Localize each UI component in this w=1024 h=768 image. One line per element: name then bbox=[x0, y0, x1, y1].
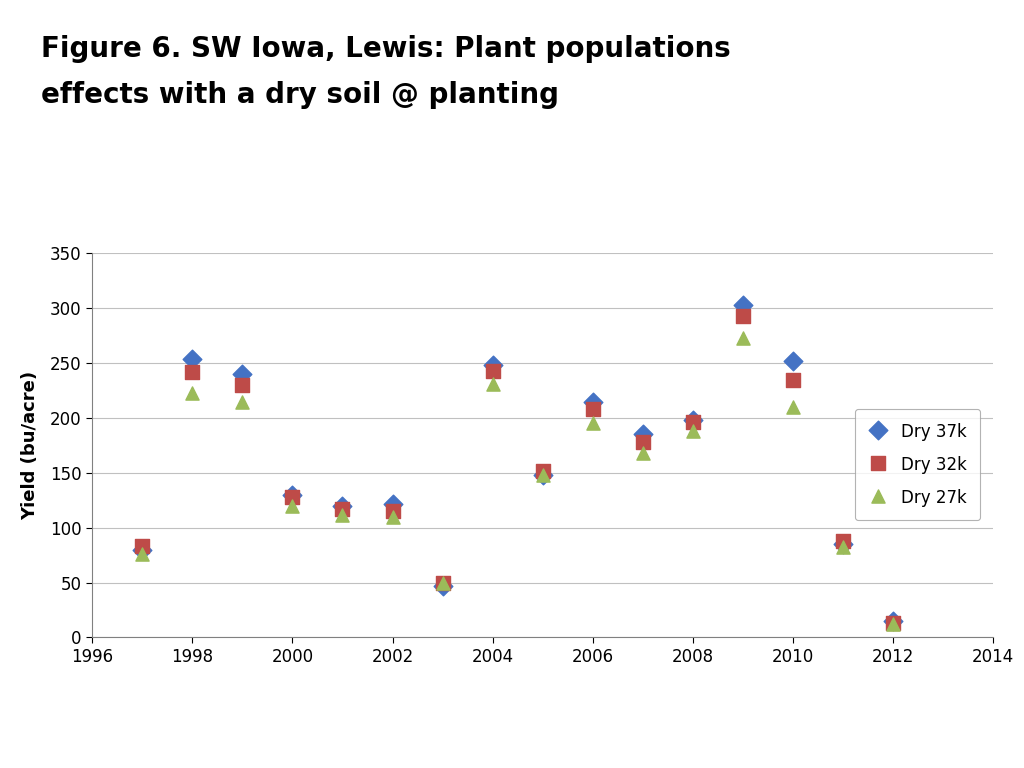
Dry 27k bbox=[285, 500, 301, 512]
Dry 27k bbox=[784, 401, 801, 413]
Dry 27k bbox=[835, 541, 851, 554]
Dry 32k bbox=[234, 379, 251, 391]
Dry 37k bbox=[384, 498, 400, 510]
Dry 32k bbox=[434, 577, 451, 589]
Dry 32k bbox=[184, 366, 201, 378]
Dry 37k bbox=[285, 488, 301, 501]
Dry 37k bbox=[685, 414, 701, 426]
Dry 37k bbox=[835, 538, 851, 551]
Dry 32k bbox=[685, 416, 701, 429]
Dry 27k bbox=[885, 618, 901, 631]
Dry 37k bbox=[585, 396, 601, 408]
Dry 37k bbox=[484, 359, 501, 372]
Dry 37k bbox=[134, 544, 151, 556]
Dry 32k bbox=[835, 535, 851, 547]
Dry 27k bbox=[735, 332, 752, 344]
Text: Extension and Outreach: Extension and Outreach bbox=[41, 730, 280, 748]
Dry 27k bbox=[184, 386, 201, 399]
Dry 37k bbox=[334, 500, 350, 512]
Dry 37k bbox=[784, 355, 801, 367]
Dry 37k bbox=[184, 353, 201, 365]
Dry 32k bbox=[334, 503, 350, 515]
Dry 37k bbox=[735, 299, 752, 311]
Dry 37k bbox=[234, 368, 251, 380]
Dry 32k bbox=[285, 491, 301, 503]
Dry 32k bbox=[384, 505, 400, 518]
Dry 27k bbox=[134, 548, 151, 560]
Dry 32k bbox=[735, 310, 752, 322]
Dry 37k bbox=[434, 580, 451, 592]
Text: Figure 6. SW Iowa, Lewis: Plant populations: Figure 6. SW Iowa, Lewis: Plant populati… bbox=[41, 35, 731, 62]
Dry 32k bbox=[535, 465, 551, 477]
Dry 27k bbox=[685, 425, 701, 437]
Dry 32k bbox=[134, 540, 151, 552]
Dry 27k bbox=[535, 469, 551, 482]
Text: Iowa State University: Iowa State University bbox=[41, 682, 407, 713]
Dry 32k bbox=[635, 436, 651, 449]
Dry 37k bbox=[535, 469, 551, 482]
Y-axis label: Yield (bu/acre): Yield (bu/acre) bbox=[22, 371, 39, 520]
Text: effects with a dry soil @ planting: effects with a dry soil @ planting bbox=[41, 81, 559, 108]
Dry 27k bbox=[334, 508, 350, 521]
Dry 32k bbox=[484, 365, 501, 377]
Dry 27k bbox=[585, 417, 601, 429]
Dry 27k bbox=[234, 396, 251, 408]
Legend: Dry 37k, Dry 32k, Dry 27k: Dry 37k, Dry 32k, Dry 27k bbox=[855, 409, 980, 520]
Dry 32k bbox=[585, 403, 601, 415]
Dry 27k bbox=[635, 447, 651, 459]
Dry 37k bbox=[635, 429, 651, 441]
Dry 27k bbox=[434, 577, 451, 589]
Dry 27k bbox=[384, 511, 400, 523]
Dry 27k bbox=[484, 378, 501, 390]
Dry 32k bbox=[885, 617, 901, 629]
Dry 37k bbox=[885, 615, 901, 627]
Dry 32k bbox=[784, 373, 801, 386]
